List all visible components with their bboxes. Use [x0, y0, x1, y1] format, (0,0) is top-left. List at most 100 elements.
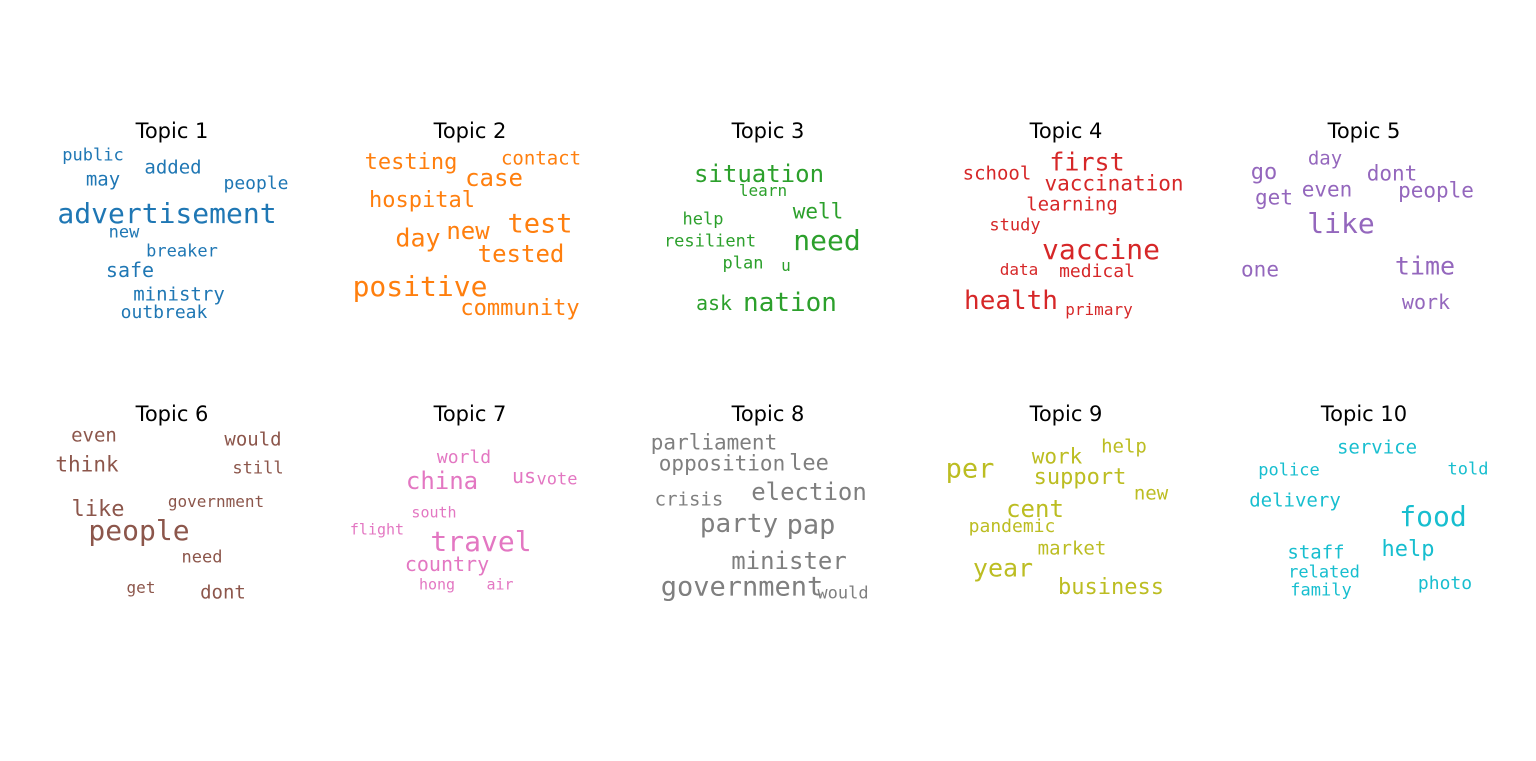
cloud-word: vaccine [1041, 233, 1161, 266]
cloud-word: time [1394, 251, 1456, 281]
cloud-word: test [507, 208, 573, 240]
cloud-word: like [71, 497, 125, 522]
topic-panel: Topic 10 service police told delivery food sta… [1224, 404, 1504, 604]
cloud-word: told [1447, 459, 1489, 480]
cloud-word: medical [1059, 261, 1135, 282]
cloud-word: us [511, 464, 537, 488]
cloud-word: government [660, 571, 824, 603]
cloud-word: testing [364, 150, 458, 175]
cloud-word: first [1049, 147, 1125, 177]
cloud-word: staff [1287, 541, 1345, 564]
topic-title: Topic 2 [433, 119, 507, 143]
cloud-word: nation [743, 288, 837, 318]
topic-panel: Topic 5 day go dont get even people like time one… [1224, 121, 1504, 321]
cloud-word: south [411, 503, 457, 522]
cloud-word: photo [1417, 573, 1473, 594]
cloud-word: pap [786, 509, 836, 541]
cloud-word: one [1241, 257, 1279, 282]
cloud-word: pandemic [968, 516, 1056, 537]
cloud-word: country [404, 552, 490, 576]
cloud-word: lee [789, 451, 829, 476]
cloud-word: service [1336, 436, 1418, 459]
cloud-word: still [232, 458, 284, 479]
cloud-word: flight [349, 520, 405, 539]
cloud-word: election [751, 478, 867, 506]
cloud-word: business [1058, 575, 1164, 600]
cloud-word: positive [352, 270, 488, 303]
cloud-word: opposition [658, 451, 786, 476]
cloud-word: new [108, 222, 140, 243]
cloud-word: per [945, 453, 995, 485]
cloud-word: hospital [369, 188, 475, 213]
topic-title: Topic 3 [731, 119, 805, 143]
topic-title: Topic 5 [1327, 119, 1401, 143]
cloud-word: government [167, 492, 265, 511]
cloud-word: public [62, 145, 124, 166]
cloud-word: china [405, 467, 479, 495]
topic-panel: Topic 7 world us vote china south flight travel… [330, 404, 610, 604]
cloud-word: parliament [650, 430, 778, 455]
cloud-word: u [781, 256, 791, 275]
cloud-word: travel [430, 525, 532, 558]
cloud-word: work [1401, 290, 1451, 314]
cloud-word: contact [500, 147, 582, 170]
cloud-word: well [792, 199, 844, 224]
topic-title: Topic 10 [1320, 402, 1408, 426]
cloud-word: new [446, 217, 490, 245]
cloud-word: health [964, 286, 1058, 316]
cloud-word: help [1101, 435, 1147, 458]
cloud-word: need [181, 547, 223, 568]
cloud-word: advertisement [57, 197, 277, 230]
topic-panel: Topic 4 school first vaccination learning stu… [926, 121, 1206, 321]
topic-title: Topic 4 [1029, 119, 1103, 143]
cloud-word: help [682, 209, 724, 230]
cloud-word: would [817, 583, 869, 604]
topic-panel: Topic 1 public may added people advertisement… [32, 119, 312, 322]
cloud-word: ministry [133, 283, 225, 306]
cloud-word: get [1255, 185, 1293, 210]
cloud-word: tested [477, 240, 565, 268]
cloud-word: market [1037, 537, 1107, 560]
cloud-word: resilient [663, 231, 757, 252]
cloud-word: safe [105, 258, 155, 282]
cloud-word: party [699, 509, 779, 539]
cloud-word: would [224, 428, 282, 451]
topic-title: Topic 9 [1029, 402, 1103, 426]
cloud-word: situation [693, 160, 825, 188]
cloud-word: dont [1366, 161, 1418, 186]
cloud-word: work [1031, 444, 1083, 469]
cloud-word: help [1381, 537, 1435, 562]
cloud-word: cent [1006, 495, 1064, 523]
cloud-word: primary [1065, 300, 1133, 319]
topic-panel: Topic 3 situation learn help well resilient ne… [628, 121, 908, 321]
cloud-word: family [1290, 580, 1352, 601]
cloud-word: learning [1026, 193, 1118, 216]
cloud-word: dont [200, 581, 246, 604]
cloud-word: breaker [146, 241, 218, 262]
topic-title: Topic 7 [433, 402, 507, 426]
cloud-word: police [1258, 460, 1320, 481]
cloud-word: study [989, 215, 1041, 236]
cloud-word: case [465, 164, 523, 192]
cloud-word: day [1307, 147, 1343, 170]
cloud-word: world [436, 447, 492, 468]
topic-panel: Topic 8 parliament opposition lee crisis elec… [628, 404, 908, 604]
cloud-word: like [1307, 207, 1375, 240]
cloud-word: new [1133, 482, 1169, 505]
cloud-word: people [223, 173, 289, 194]
cloud-word: related [1288, 562, 1360, 583]
cloud-word: delivery [1249, 489, 1341, 512]
cloud-word: crisis [654, 488, 724, 511]
topic-title: Topic 1 [135, 119, 209, 143]
cloud-word: even [71, 424, 117, 447]
cloud-word: data [999, 260, 1039, 279]
cloud-word: food [1399, 500, 1467, 533]
cloud-word: vote [536, 469, 578, 490]
topic-panel: Topic 6 even would think still like government… [32, 404, 312, 604]
cloud-word: school [962, 162, 1032, 185]
cloud-word: people [1398, 178, 1474, 203]
cloud-word: people [88, 514, 190, 547]
cloud-word: support [1033, 465, 1127, 490]
topic-panel: Topic 9 help work per support new cent pandemic… [926, 404, 1206, 604]
cloud-word: need [793, 224, 861, 257]
